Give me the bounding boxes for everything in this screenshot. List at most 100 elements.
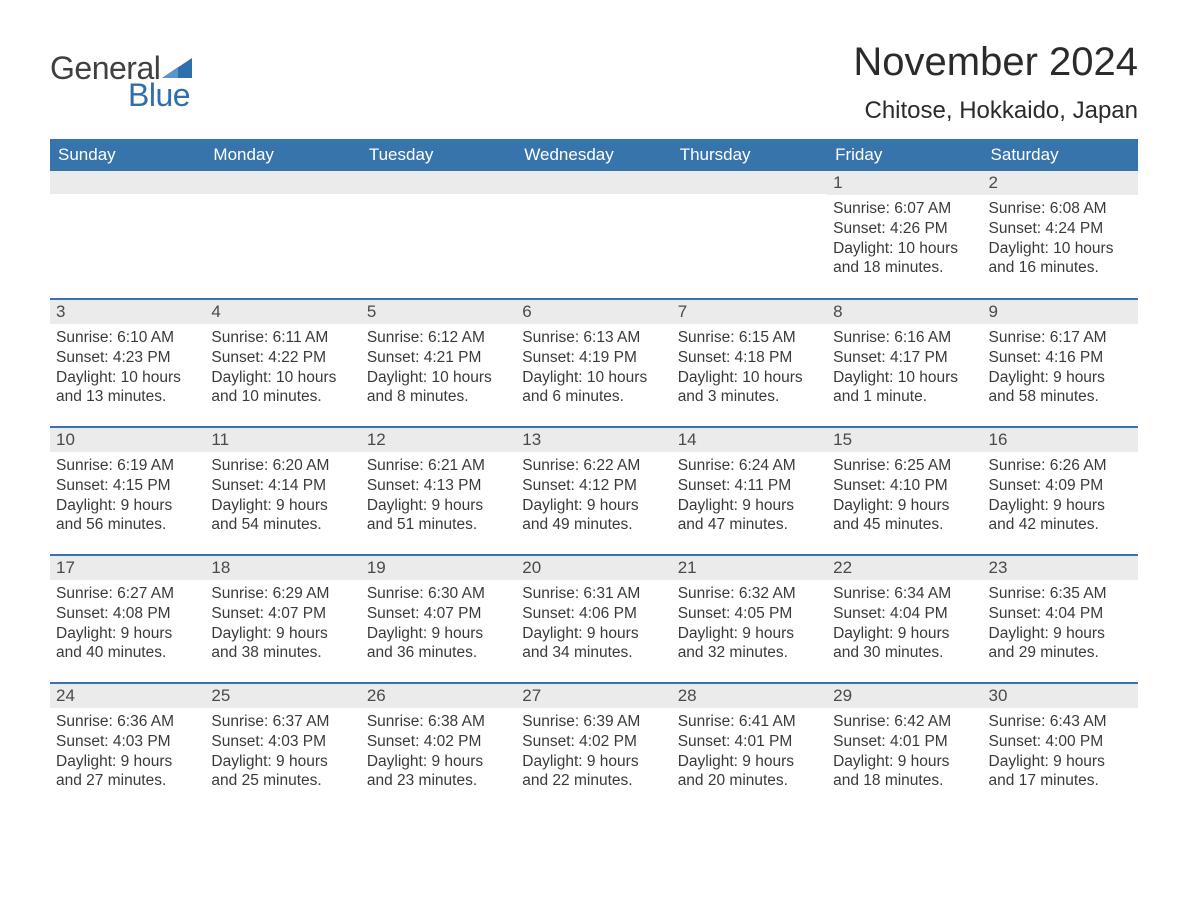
daylight-text: Daylight: 10 hours and 10 minutes. — [211, 368, 354, 408]
day-number — [672, 171, 827, 194]
day-number: 10 — [50, 428, 205, 452]
page-header: General Blue November 2024 Chitose, Hokk… — [50, 40, 1138, 125]
day-number: 21 — [672, 556, 827, 580]
day-content: Sunrise: 6:08 AMSunset: 4:24 PMDaylight:… — [983, 195, 1138, 284]
day-content: Sunrise: 6:24 AMSunset: 4:11 PMDaylight:… — [672, 452, 827, 541]
sunset-text: Sunset: 4:16 PM — [989, 348, 1132, 368]
day-content — [361, 194, 516, 204]
sunrise-text: Sunrise: 6:19 AM — [56, 456, 199, 476]
day-number: 9 — [983, 300, 1138, 324]
day-content: Sunrise: 6:30 AMSunset: 4:07 PMDaylight:… — [361, 580, 516, 669]
day-content: Sunrise: 6:10 AMSunset: 4:23 PMDaylight:… — [50, 324, 205, 413]
calendar-cell: 13Sunrise: 6:22 AMSunset: 4:12 PMDayligh… — [516, 427, 671, 555]
sunset-text: Sunset: 4:15 PM — [56, 476, 199, 496]
day-number: 20 — [516, 556, 671, 580]
col-thursday: Thursday — [672, 139, 827, 171]
day-number: 17 — [50, 556, 205, 580]
day-number: 22 — [827, 556, 982, 580]
title-block: November 2024 Chitose, Hokkaido, Japan — [853, 40, 1138, 125]
calendar-cell: 17Sunrise: 6:27 AMSunset: 4:08 PMDayligh… — [50, 555, 205, 683]
day-content: Sunrise: 6:20 AMSunset: 4:14 PMDaylight:… — [205, 452, 360, 541]
calendar-cell: 26Sunrise: 6:38 AMSunset: 4:02 PMDayligh… — [361, 683, 516, 811]
day-content: Sunrise: 6:36 AMSunset: 4:03 PMDaylight:… — [50, 708, 205, 797]
day-content: Sunrise: 6:22 AMSunset: 4:12 PMDaylight:… — [516, 452, 671, 541]
sunset-text: Sunset: 4:14 PM — [211, 476, 354, 496]
sunrise-text: Sunrise: 6:07 AM — [833, 199, 976, 219]
day-number: 11 — [205, 428, 360, 452]
sunrise-text: Sunrise: 6:21 AM — [367, 456, 510, 476]
day-number: 1 — [827, 171, 982, 195]
daylight-text: Daylight: 9 hours and 18 minutes. — [833, 752, 976, 792]
day-content: Sunrise: 6:35 AMSunset: 4:04 PMDaylight:… — [983, 580, 1138, 669]
logo-flag-icon — [162, 58, 192, 78]
sunrise-text: Sunrise: 6:25 AM — [833, 456, 976, 476]
day-content: Sunrise: 6:15 AMSunset: 4:18 PMDaylight:… — [672, 324, 827, 413]
col-tuesday: Tuesday — [361, 139, 516, 171]
day-number: 28 — [672, 684, 827, 708]
calendar-cell: 15Sunrise: 6:25 AMSunset: 4:10 PMDayligh… — [827, 427, 982, 555]
calendar-cell — [50, 171, 205, 299]
calendar-cell: 3Sunrise: 6:10 AMSunset: 4:23 PMDaylight… — [50, 299, 205, 427]
sunset-text: Sunset: 4:07 PM — [211, 604, 354, 624]
calendar-cell: 4Sunrise: 6:11 AMSunset: 4:22 PMDaylight… — [205, 299, 360, 427]
daylight-text: Daylight: 9 hours and 32 minutes. — [678, 624, 821, 664]
day-number: 15 — [827, 428, 982, 452]
sunrise-text: Sunrise: 6:29 AM — [211, 584, 354, 604]
sunset-text: Sunset: 4:02 PM — [522, 732, 665, 752]
calendar-cell: 19Sunrise: 6:30 AMSunset: 4:07 PMDayligh… — [361, 555, 516, 683]
calendar-cell: 27Sunrise: 6:39 AMSunset: 4:02 PMDayligh… — [516, 683, 671, 811]
logo: General Blue — [50, 40, 192, 114]
calendar-cell: 11Sunrise: 6:20 AMSunset: 4:14 PMDayligh… — [205, 427, 360, 555]
col-monday: Monday — [205, 139, 360, 171]
daylight-text: Daylight: 10 hours and 3 minutes. — [678, 368, 821, 408]
sunset-text: Sunset: 4:03 PM — [211, 732, 354, 752]
sunset-text: Sunset: 4:03 PM — [56, 732, 199, 752]
calendar-cell: 16Sunrise: 6:26 AMSunset: 4:09 PMDayligh… — [983, 427, 1138, 555]
daylight-text: Daylight: 10 hours and 6 minutes. — [522, 368, 665, 408]
day-number: 4 — [205, 300, 360, 324]
daylight-text: Daylight: 9 hours and 30 minutes. — [833, 624, 976, 664]
day-number: 25 — [205, 684, 360, 708]
sunrise-text: Sunrise: 6:34 AM — [833, 584, 976, 604]
sunset-text: Sunset: 4:18 PM — [678, 348, 821, 368]
day-number: 14 — [672, 428, 827, 452]
calendar-cell: 30Sunrise: 6:43 AMSunset: 4:00 PMDayligh… — [983, 683, 1138, 811]
sunrise-text: Sunrise: 6:08 AM — [989, 199, 1132, 219]
sunset-text: Sunset: 4:06 PM — [522, 604, 665, 624]
sunset-text: Sunset: 4:07 PM — [367, 604, 510, 624]
sunrise-text: Sunrise: 6:22 AM — [522, 456, 665, 476]
sunset-text: Sunset: 4:11 PM — [678, 476, 821, 496]
sunrise-text: Sunrise: 6:16 AM — [833, 328, 976, 348]
day-content: Sunrise: 6:29 AMSunset: 4:07 PMDaylight:… — [205, 580, 360, 669]
sunset-text: Sunset: 4:09 PM — [989, 476, 1132, 496]
calendar-cell: 2Sunrise: 6:08 AMSunset: 4:24 PMDaylight… — [983, 171, 1138, 299]
sunset-text: Sunset: 4:23 PM — [56, 348, 199, 368]
sunrise-text: Sunrise: 6:17 AM — [989, 328, 1132, 348]
day-number — [516, 171, 671, 194]
day-content — [516, 194, 671, 204]
sunrise-text: Sunrise: 6:27 AM — [56, 584, 199, 604]
sunrise-text: Sunrise: 6:15 AM — [678, 328, 821, 348]
day-number: 23 — [983, 556, 1138, 580]
day-content: Sunrise: 6:38 AMSunset: 4:02 PMDaylight:… — [361, 708, 516, 797]
day-number: 16 — [983, 428, 1138, 452]
daylight-text: Daylight: 9 hours and 47 minutes. — [678, 496, 821, 536]
daylight-text: Daylight: 9 hours and 34 minutes. — [522, 624, 665, 664]
calendar-cell: 12Sunrise: 6:21 AMSunset: 4:13 PMDayligh… — [361, 427, 516, 555]
day-content — [50, 194, 205, 204]
day-number — [361, 171, 516, 194]
day-number: 26 — [361, 684, 516, 708]
day-content: Sunrise: 6:41 AMSunset: 4:01 PMDaylight:… — [672, 708, 827, 797]
sunset-text: Sunset: 4:22 PM — [211, 348, 354, 368]
daylight-text: Daylight: 10 hours and 13 minutes. — [56, 368, 199, 408]
day-content: Sunrise: 6:12 AMSunset: 4:21 PMDaylight:… — [361, 324, 516, 413]
daylight-text: Daylight: 9 hours and 56 minutes. — [56, 496, 199, 536]
daylight-text: Daylight: 9 hours and 23 minutes. — [367, 752, 510, 792]
day-number: 18 — [205, 556, 360, 580]
daylight-text: Daylight: 9 hours and 25 minutes. — [211, 752, 354, 792]
sunrise-text: Sunrise: 6:32 AM — [678, 584, 821, 604]
day-number — [50, 171, 205, 194]
day-content: Sunrise: 6:11 AMSunset: 4:22 PMDaylight:… — [205, 324, 360, 413]
day-content: Sunrise: 6:16 AMSunset: 4:17 PMDaylight:… — [827, 324, 982, 413]
sunset-text: Sunset: 4:01 PM — [678, 732, 821, 752]
